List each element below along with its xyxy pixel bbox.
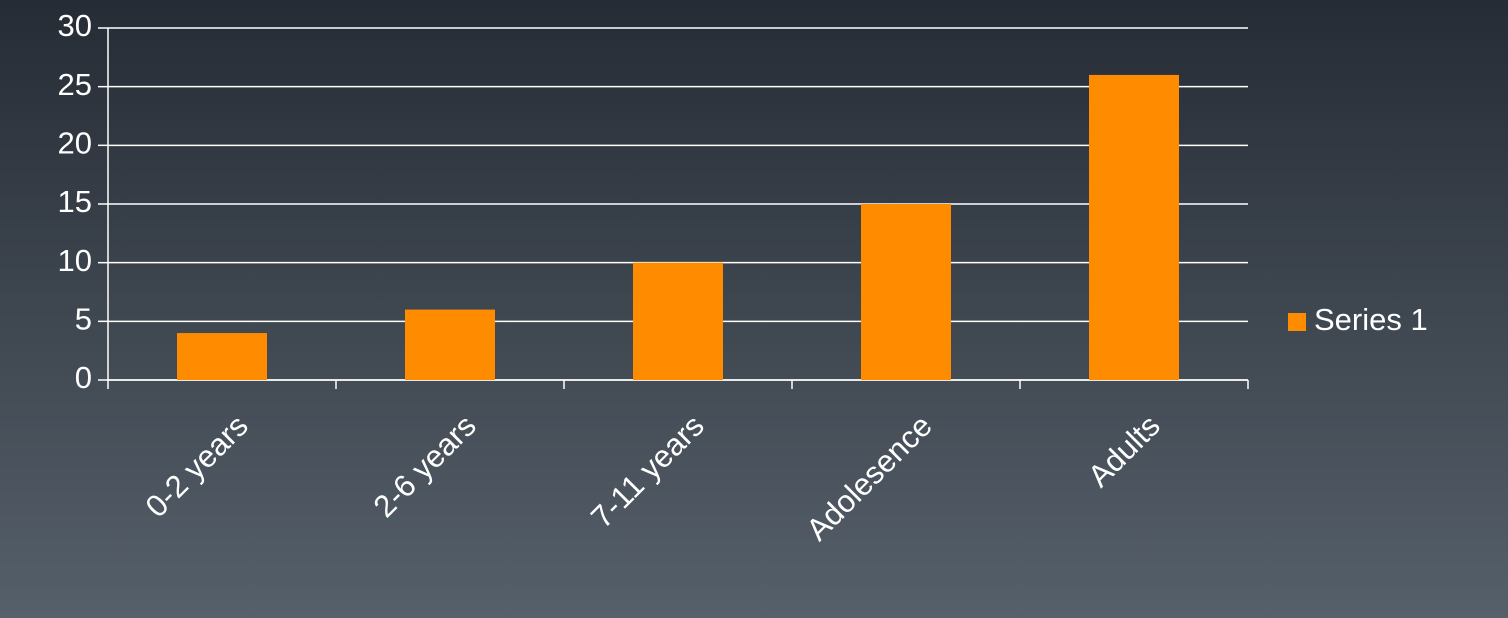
bar — [177, 333, 267, 380]
y-tick-label: 10 — [58, 243, 92, 278]
legend-label: Series 1 — [1314, 302, 1428, 337]
bar — [1089, 74, 1179, 380]
y-tick-label: 20 — [58, 126, 92, 161]
bar — [405, 309, 495, 380]
bar — [633, 262, 723, 380]
legend-swatch — [1288, 313, 1306, 331]
y-tick-label: 5 — [75, 302, 92, 337]
y-tick-label: 0 — [75, 360, 92, 395]
bar — [861, 204, 951, 380]
y-tick-label: 30 — [58, 8, 92, 43]
y-tick-label: 15 — [58, 184, 92, 219]
y-tick-label: 25 — [58, 67, 92, 102]
